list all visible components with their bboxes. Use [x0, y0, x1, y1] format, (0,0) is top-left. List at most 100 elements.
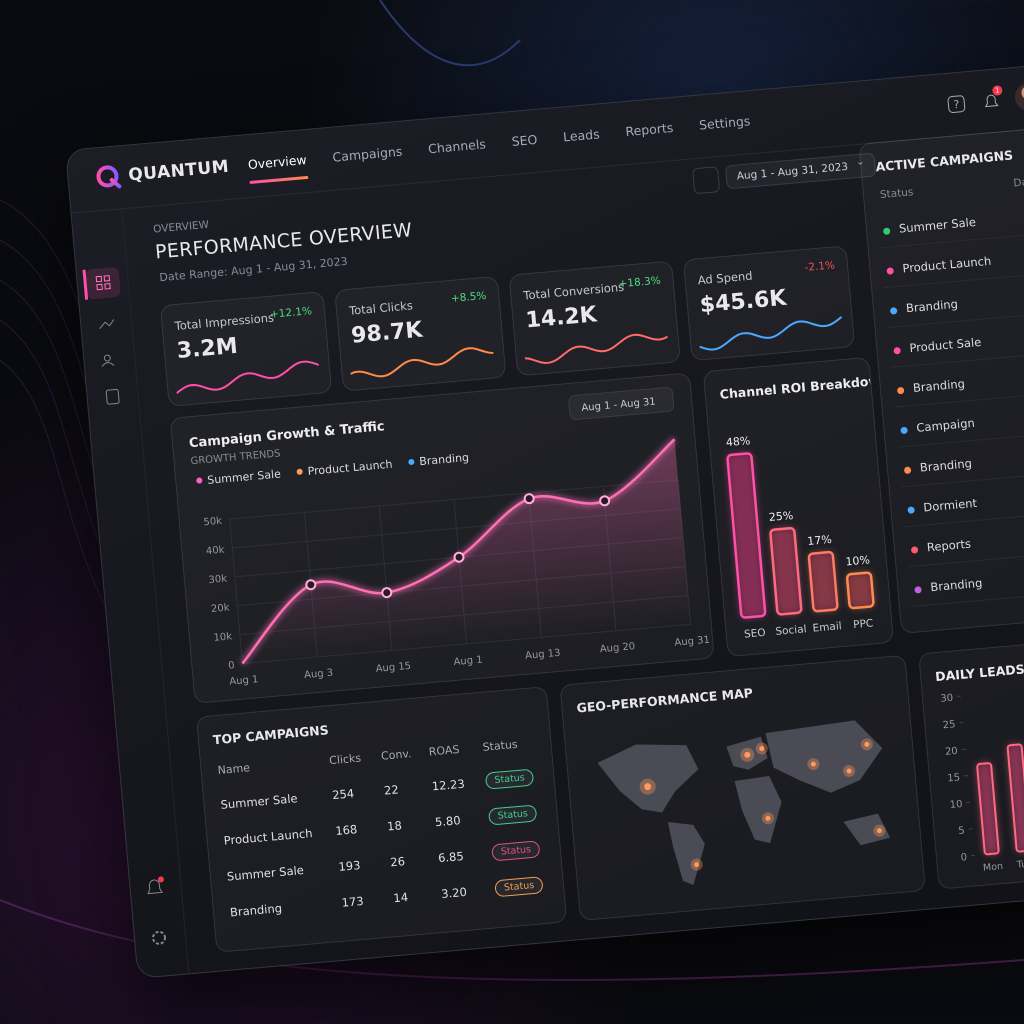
table-cell: 173	[341, 893, 365, 910]
bar-chart: Channel ROI Breakdown 48% SEO 25% Social 17% E…	[719, 372, 889, 641]
table-cell: 193	[337, 858, 362, 874]
bar	[769, 526, 803, 616]
value-label: 10%	[845, 553, 870, 568]
table-cell: 22	[383, 782, 400, 798]
y-tick-label: 20	[945, 746, 959, 758]
y-tick-label: 5	[958, 826, 965, 838]
help-icon[interactable]: ?	[944, 92, 968, 116]
nav-tab[interactable]: Reports	[624, 119, 674, 140]
status-dot	[907, 506, 915, 514]
table-cell: Branding	[229, 901, 283, 920]
chart-subtitle: GROWTH TRENDS	[190, 448, 281, 467]
campaign-name: Summer Sale	[898, 214, 977, 236]
kpi-label: Ad Spend	[697, 268, 754, 288]
status-dot	[893, 346, 901, 355]
table-cell: Summer Sale	[220, 791, 299, 812]
nav-tab[interactable]: Settings	[698, 113, 751, 133]
sparkline	[699, 316, 843, 351]
point	[523, 493, 535, 505]
logo	[96, 165, 122, 189]
status-dot	[900, 426, 908, 435]
status-dot	[882, 227, 891, 235]
point	[453, 551, 465, 563]
card-title: ACTIVE CAMPAIGNS	[874, 147, 1014, 175]
campaign-name: Branding	[919, 456, 973, 475]
status-pill[interactable]: Status	[488, 804, 538, 826]
table-cell: 18	[386, 818, 403, 834]
bar-chart: DAILY LEADS051015202530MonTueWed	[935, 661, 1024, 874]
date-picker[interactable]: Aug 1 - Aug 31, 2023	[724, 152, 876, 190]
y-tick-label: 10	[949, 799, 963, 811]
breadcrumb: OVERVIEW	[152, 218, 210, 236]
campaign-name: Branding	[912, 376, 966, 395]
area	[242, 439, 691, 664]
card-title: TOP CAMPAIGNS	[212, 722, 330, 748]
avatar[interactable]	[1013, 81, 1024, 112]
sparkline-path	[350, 347, 494, 378]
x-tick-label: Aug 3	[304, 668, 334, 681]
table-cell: 5.80	[434, 813, 462, 830]
table-cell: Summer Sale	[226, 862, 305, 884]
x-tick-label: Social	[775, 623, 807, 638]
nav-tab[interactable]: SEO	[511, 131, 538, 150]
status-pill[interactable]: Status	[491, 840, 541, 862]
y-tick-label: 20k	[211, 602, 231, 615]
x-tick-label: Aug 15	[375, 661, 411, 675]
kpi-card: Total Impressions +12.1% 3.2M	[159, 291, 333, 407]
status-dot	[886, 267, 894, 275]
status-dot	[889, 307, 898, 315]
kpi-card: Total Clicks +8.5% 98.7K	[334, 275, 507, 392]
table-cell: 14	[392, 889, 409, 906]
nav-tab[interactable]: Channels	[427, 136, 487, 157]
legend-dot	[196, 477, 203, 484]
table-cell: 3.20	[440, 884, 468, 902]
chart-title: Channel ROI Breakdown	[719, 372, 889, 402]
y-tick-label: 40k	[206, 545, 226, 558]
bar	[807, 550, 839, 613]
y-tick-label: 0	[228, 660, 235, 672]
status-dot	[914, 586, 922, 594]
x-tick-label: Tue	[1015, 858, 1024, 870]
nav-tab[interactable]: Overview	[247, 152, 308, 173]
filter-box[interactable]	[568, 387, 675, 420]
x-tick-label: Aug 1	[453, 655, 483, 668]
campaign-name: Branding	[929, 575, 983, 595]
table-cell: 6.85	[437, 848, 465, 866]
value-label: 17%	[807, 533, 832, 548]
y-tick-label: 30	[940, 693, 954, 705]
kpi-change: +8.5%	[450, 289, 487, 305]
top-bar: QUANTUM Overview Campaigns Channels SEO Lead…	[66, 63, 1024, 214]
nav-tab[interactable]: Campaigns	[331, 143, 403, 165]
status-pill[interactable]: Status	[484, 768, 535, 790]
table-cell: Product Launch	[223, 826, 314, 848]
point	[599, 495, 611, 507]
x-tick-label: Aug 31	[674, 635, 710, 649]
x-tick-label: Aug 20	[599, 641, 635, 655]
legend-label: Branding	[419, 451, 470, 468]
point	[381, 587, 393, 599]
table-cell: 168	[334, 822, 358, 838]
column-header: Status	[879, 186, 914, 202]
status-pill[interactable]: Status	[494, 876, 544, 898]
x-tick-label: Email	[812, 620, 842, 634]
calendar-button[interactable]	[691, 166, 721, 195]
y-tick-label: 0	[960, 852, 967, 864]
campaign-name: Product Launch	[901, 253, 992, 276]
kpi-card: Ad Spend -2.1% $45.6K	[682, 245, 856, 362]
legend-label: Product Launch	[307, 458, 393, 478]
y-tick-label: 15	[947, 772, 961, 784]
campaign-name: Product Sale	[908, 334, 982, 356]
nav-tab[interactable]: Leads	[562, 126, 601, 145]
status-dot	[910, 546, 919, 554]
status-dot	[896, 386, 905, 395]
table-cell: 26	[389, 854, 406, 870]
brand: QUANTUM	[127, 156, 230, 186]
sparkline-path	[524, 333, 668, 364]
sidebar-icons	[82, 267, 167, 945]
table-cell: 254	[331, 786, 355, 803]
bell-icon[interactable]	[979, 89, 1003, 113]
kpi-card: Total Conversions +18.3% 14.2K	[508, 260, 681, 377]
svg-text:?: ?	[953, 98, 960, 111]
